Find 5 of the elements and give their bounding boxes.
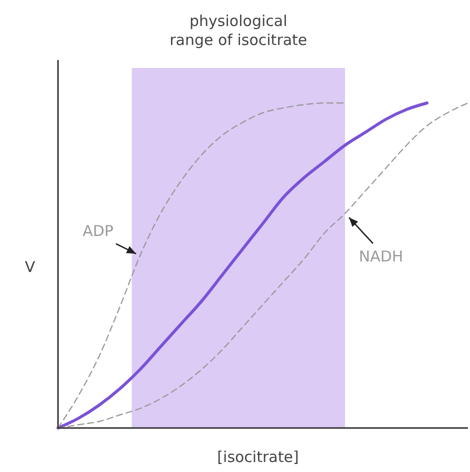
x-axis-title: [isocitrate] <box>217 448 299 466</box>
text: NADH <box>358 248 404 266</box>
text: physiological range of isocitrate <box>170 12 308 49</box>
y-axis-title: V <box>24 258 36 276</box>
text: ADP <box>82 222 114 240</box>
